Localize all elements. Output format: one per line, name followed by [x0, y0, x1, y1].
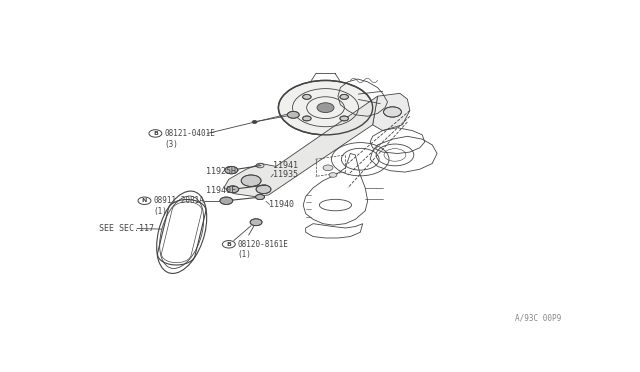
Text: B: B — [227, 242, 231, 247]
Circle shape — [278, 80, 372, 135]
Polygon shape — [372, 93, 410, 131]
Text: 11940F: 11940F — [207, 186, 237, 195]
Text: A/93C 00P9: A/93C 00P9 — [515, 314, 561, 323]
Circle shape — [252, 121, 257, 124]
Circle shape — [241, 175, 261, 186]
Circle shape — [255, 195, 264, 200]
Text: (3): (3) — [164, 140, 178, 149]
Circle shape — [225, 166, 237, 174]
Circle shape — [340, 94, 348, 99]
Circle shape — [303, 116, 311, 121]
Circle shape — [303, 94, 311, 99]
Circle shape — [256, 185, 271, 193]
Text: 11935: 11935 — [273, 170, 298, 179]
Polygon shape — [224, 96, 378, 196]
Circle shape — [340, 116, 348, 121]
Text: 11941: 11941 — [273, 161, 298, 170]
Text: B: B — [153, 131, 158, 136]
Circle shape — [383, 107, 401, 117]
Text: 08911-2081A: 08911-2081A — [154, 196, 204, 205]
Circle shape — [227, 186, 239, 193]
Circle shape — [250, 219, 262, 226]
Circle shape — [287, 111, 300, 118]
Text: (1): (1) — [154, 207, 167, 216]
Circle shape — [323, 165, 333, 171]
Text: 08121-0401E: 08121-0401E — [164, 129, 215, 138]
Text: 08120-8161E: 08120-8161E — [237, 240, 289, 249]
Text: (1): (1) — [237, 250, 252, 259]
Circle shape — [329, 173, 337, 177]
Text: 11940: 11940 — [269, 200, 294, 209]
Text: SEE SEC.117: SEE SEC.117 — [99, 224, 154, 233]
Circle shape — [317, 103, 334, 113]
Text: 11925H: 11925H — [207, 167, 237, 176]
Text: N: N — [142, 198, 147, 203]
Circle shape — [220, 197, 233, 205]
